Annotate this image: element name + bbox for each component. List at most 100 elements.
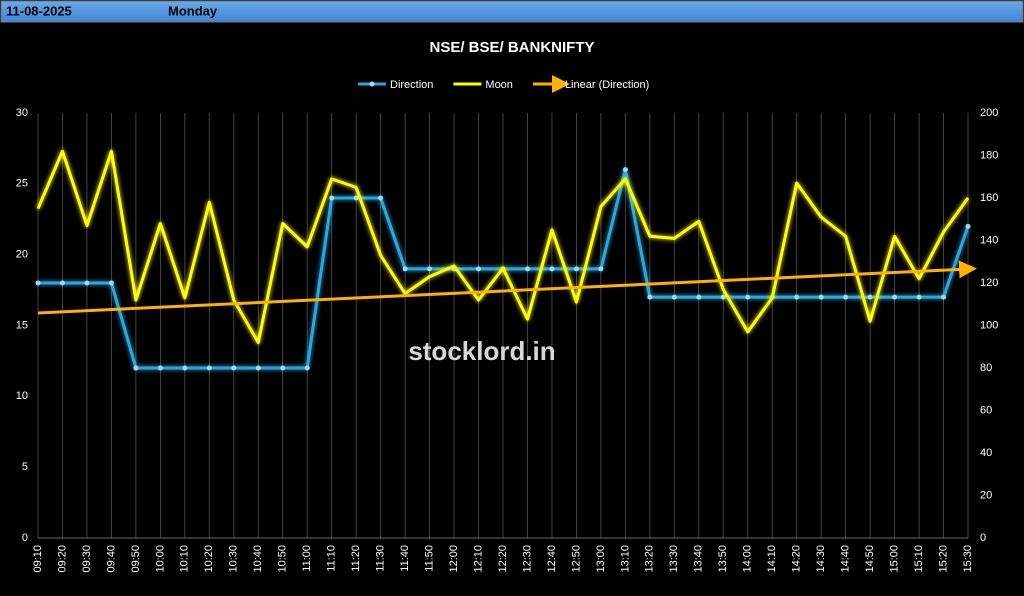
point [108,280,114,286]
x-tick-label: 14:50 [864,545,876,573]
x-tick-label: 11:00 [301,545,313,572]
x-tick-label: 15:30 [962,545,974,573]
x-tick-label: 11:20 [350,545,362,572]
watermark: stocklord.in [408,336,555,366]
point [647,294,653,300]
x-tick-label: 12:40 [546,545,558,573]
x-tick-label: 09:10 [32,545,44,573]
point [402,266,408,272]
legend-label: Linear (Direction) [565,79,649,91]
point [206,365,212,371]
x-tick-label: 14:20 [791,545,803,573]
point [476,266,482,272]
point [867,294,873,300]
point [133,365,139,371]
y2-tick-label: 140 [980,234,998,246]
y2-tick-label: 40 [980,447,992,459]
y2-tick-label: 160 [980,192,998,204]
point [818,294,824,300]
x-tick-label: 12:50 [570,545,582,573]
legend-dot [369,81,375,87]
x-tick-label: 13:50 [717,545,729,573]
x-tick-label: 10:40 [252,545,264,573]
point [353,195,359,201]
point [59,280,65,286]
y-tick-label: 5 [22,461,28,473]
point [720,294,726,300]
x-tick-label: 10:00 [154,545,166,573]
point [598,266,604,272]
x-tick-label: 13:30 [668,545,680,573]
point [255,365,261,371]
point [696,294,702,300]
point [573,266,579,272]
y2-tick-label: 180 [980,149,998,161]
legend-item: Moon [453,79,513,91]
legend-label: Direction [390,79,433,91]
point [304,365,310,371]
y2-tick-label: 80 [980,362,992,374]
x-tick-label: 12:10 [472,545,484,573]
header-day: Monday [168,3,218,18]
y-tick-label: 25 [16,178,28,190]
x-tick-label: 14:10 [766,545,778,573]
point [916,294,922,300]
x-tick-label: 11:30 [375,545,387,572]
x-tick-label: 15:00 [888,545,900,573]
point [671,294,677,300]
point [794,294,800,300]
point [549,266,555,272]
series-line [36,149,970,344]
x-tick-label: 14:30 [815,545,827,573]
y2-tick-label: 120 [980,277,998,289]
y2-tick-label: 200 [980,107,998,119]
x-tick-label: 13:10 [619,545,631,573]
x-tick-label: 10:20 [203,545,215,573]
x-tick-label: 10:50 [277,545,289,573]
point [427,266,433,272]
point [35,280,41,286]
y2-tick-label: 20 [980,489,992,501]
point [843,294,849,300]
point [84,280,90,286]
point [329,195,335,201]
x-tick-label: 12:30 [521,545,533,573]
point [965,223,971,229]
point [231,365,237,371]
x-tick-label: 14:00 [742,545,754,573]
header-date: 11-08-2025 [6,3,72,18]
y-tick-label: 0 [22,532,28,544]
trendline [37,260,977,315]
point [280,365,286,371]
point [182,365,188,371]
point [941,294,947,300]
x-tick-label: 13:20 [644,545,656,573]
legend-item: Direction [358,79,433,91]
y2-tick-label: 60 [980,404,992,416]
x-tick-label: 12:20 [497,545,509,573]
x-tick-label: 13:00 [595,545,607,573]
point [622,167,628,173]
x-tick-label: 13:40 [693,545,705,573]
x-tick-label: 09:50 [130,545,142,573]
legend-item: Linear (Direction) [532,75,649,93]
x-tick-label: 09:30 [81,545,93,573]
x-tick-label: 09:20 [56,545,68,573]
y2-tick-label: 0 [980,532,986,544]
x-tick-label: 11:10 [326,545,338,572]
point [378,195,384,201]
x-tick-label: 10:10 [179,545,191,573]
header-bar [0,0,1024,23]
y-tick-label: 20 [16,249,28,261]
x-tick-label: 15:20 [937,545,949,573]
x-tick-label: 10:30 [228,545,240,573]
y-tick-label: 10 [16,390,28,402]
chart-title: NSE/ BSE/ BANKNIFTY [429,39,594,56]
point [745,294,751,300]
x-tick-label: 11:50 [423,545,435,572]
point [157,365,163,371]
x-tick-label: 11:40 [399,545,411,572]
